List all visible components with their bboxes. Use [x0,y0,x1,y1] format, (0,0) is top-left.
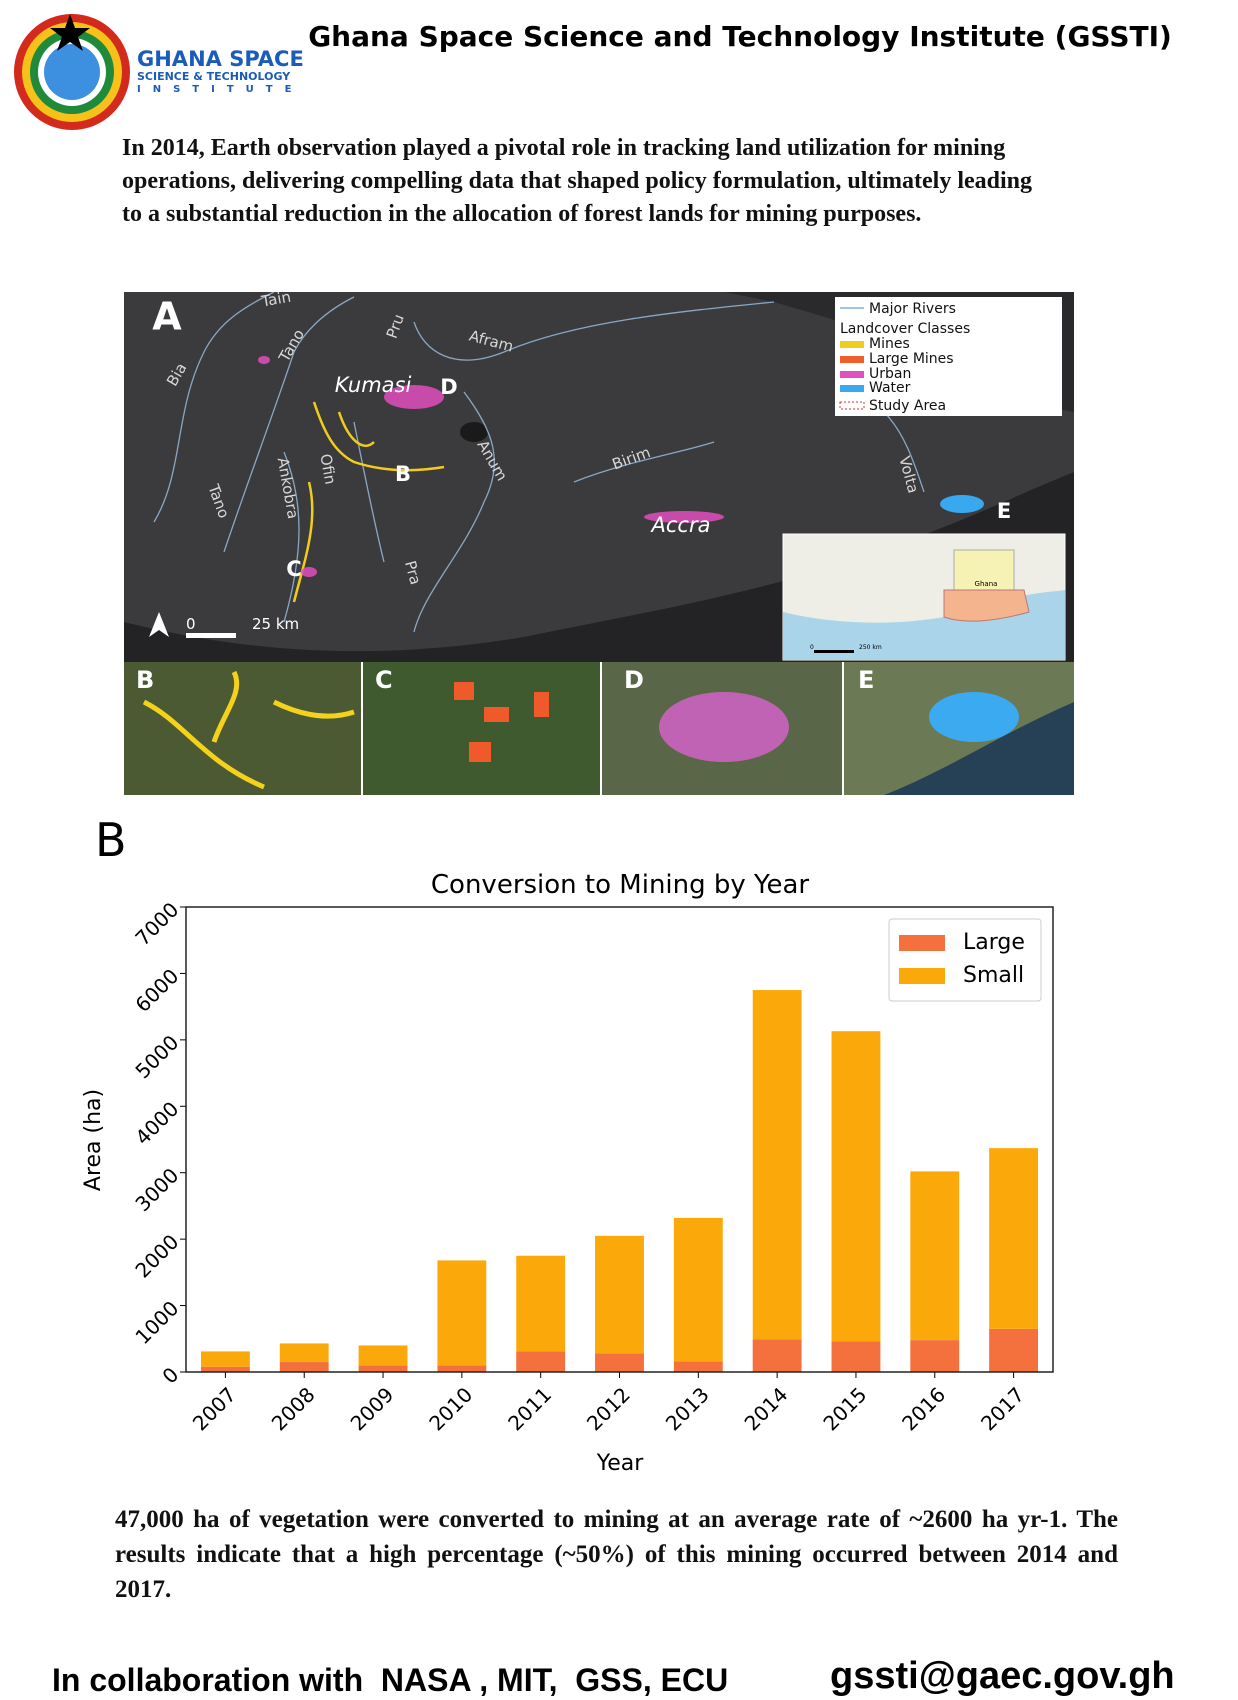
y-tick-label: 5000 [130,1030,183,1083]
bar-segment [358,1365,408,1372]
map-panel-label: A [152,295,182,339]
city-label: Accra [650,513,711,537]
river-label: Pra [401,559,425,587]
legend-label: Mines [869,336,910,352]
header-title: Ghana Space Science and Technology Insti… [308,20,1172,53]
legend-swatch [899,968,945,984]
summary-text: 47,000 ha of vegetation were converted t… [115,1506,1118,1603]
logo: GHANA SPACE SCIENCE & TECHNOLOGY INSTITU… [14,14,304,130]
x-tick-label: 2010 [424,1382,477,1435]
y-tick-label: 7000 [130,897,183,950]
bar-segment [673,1217,723,1362]
x-tick-label: 2017 [976,1382,1029,1435]
intro-text: In 2014, Earth observation played a pivo… [122,135,1039,227]
y-tick-label: 6000 [130,964,183,1017]
legend-label: Large Mines [869,351,954,367]
inset-scale: 250 km [859,644,882,651]
bar-segment [516,1255,566,1352]
bar-segment [831,1031,881,1342]
x-tick-label: 2016 [897,1382,950,1435]
legend-label: Water [869,380,911,396]
bar-segment [516,1351,566,1372]
plot-frame [185,906,1054,1373]
bar-segment [752,1339,802,1372]
inset-map: Ghana 0 250 km [782,533,1066,661]
x-tick-label: 2013 [661,1382,714,1435]
legend-label: Major Rivers [869,301,956,317]
legend-swatch [899,935,945,951]
y-tick-label: 2000 [130,1230,183,1283]
x-tick-label: 2008 [267,1382,320,1435]
x-tick-label: 2015 [818,1382,871,1435]
city-label: Kumasi [335,373,412,397]
x-tick-label: 2014 [740,1382,793,1435]
bar-segment [910,1340,960,1372]
scale-label: 0 [186,615,196,633]
bar-segment [910,1171,960,1341]
sub-panel-label: B [136,666,154,694]
footer-email: gssti@gaec.gov.gh [830,1655,1175,1697]
bar-segment [989,1148,1039,1329]
legend-label: Study Area [869,398,946,414]
sub-panels: B C D E [124,662,1074,795]
y-axis-label: Area (ha) [81,1089,106,1191]
logo-text: SCIENCE & TECHNOLOGY [137,70,291,83]
y-tick-label: 0 [157,1362,183,1388]
bar-segment [595,1235,644,1354]
legend-label: Urban [869,366,911,382]
site-label: C [286,557,301,581]
bar-segment [358,1345,408,1366]
sub-panel-label: C [375,666,393,694]
y-tick-label: 1000 [130,1296,183,1349]
logo-text: INSTITUTE [137,84,303,95]
chart-title: Conversion to Mining by Year [431,870,810,900]
bar-segment [279,1362,329,1372]
river-label: Tain [259,288,292,311]
sub-panel-label: E [858,666,874,694]
x-tick-label: 2012 [582,1382,635,1435]
logo-text: GHANA SPACE [137,47,304,71]
x-tick-label: 2009 [346,1382,399,1435]
river-label: Ofin [316,452,339,485]
bar-segment [989,1328,1039,1372]
chart-panel-label: B [95,813,127,867]
x-axis-label: Year [596,1451,645,1476]
bar-segment [200,1351,250,1367]
x-tick-label: 2007 [188,1382,241,1435]
y-tick-label: 3000 [130,1163,183,1216]
bar-segment [831,1341,881,1372]
footer-collaboration: In collaboration with NASA , MIT, GSS, E… [52,1662,729,1698]
bar-segment [279,1343,329,1363]
inset-label: Ghana [975,580,998,588]
scale-label: 25 km [252,615,299,633]
bar-segment [595,1353,644,1372]
bar-segment [200,1366,250,1372]
y-tick-label: 4000 [130,1097,183,1150]
x-tick-label: 2011 [503,1382,556,1435]
inset-scale: 0 [810,644,814,651]
site-label: E [997,499,1011,523]
bar-segment [437,1260,487,1366]
bar-segment [673,1361,723,1372]
sub-panel-label: D [624,666,644,694]
bar-segment [437,1365,487,1372]
map-legend: Major Rivers Landcover Classes Mines Lar… [835,297,1062,416]
legend-heading: Landcover Classes [840,321,970,337]
map: A Tain Bia Tano Pru Afram Anum Birim Ofi… [124,288,1074,662]
legend-label: Small [963,963,1024,988]
bar-segment [752,990,802,1340]
legend-label: Large [963,930,1025,955]
site-label: B [395,462,411,486]
site-label: D [440,375,457,399]
